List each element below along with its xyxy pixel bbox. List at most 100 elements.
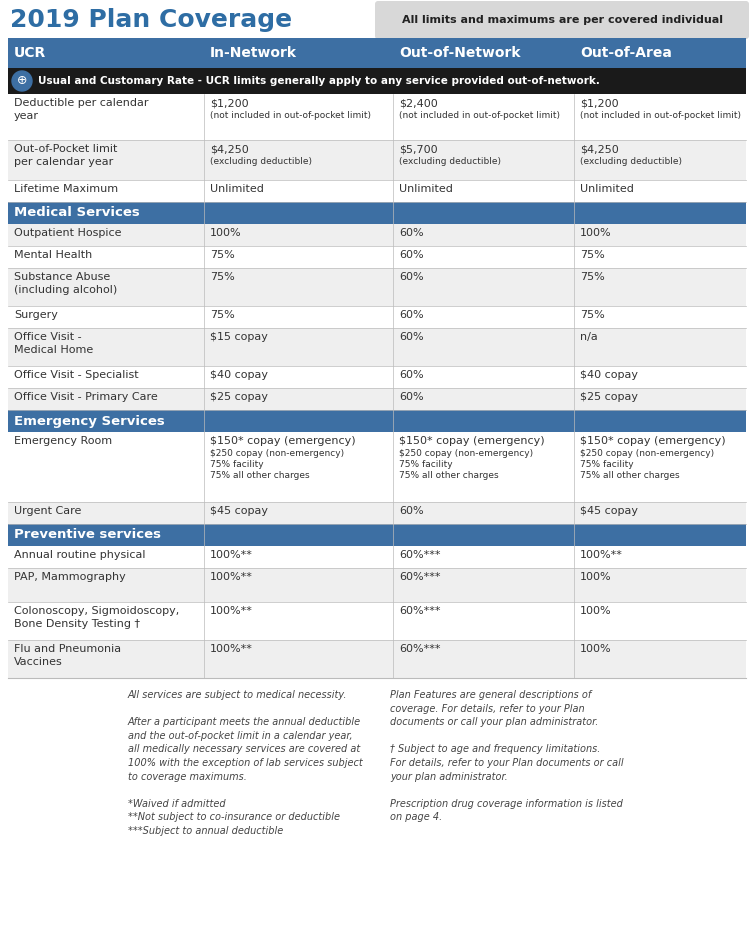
Text: (not included in out-of-pocket limit): (not included in out-of-pocket limit) [580, 111, 741, 120]
Text: 60%: 60% [399, 332, 424, 342]
Text: 75%: 75% [580, 250, 605, 260]
Bar [8, 502, 746, 524]
Text: 75%: 75% [210, 310, 234, 320]
Text: 60%: 60% [399, 310, 424, 320]
Text: 100%**: 100%** [210, 606, 253, 616]
Bar [8, 246, 746, 268]
Text: (excluding deductible): (excluding deductible) [580, 157, 682, 166]
Text: Surgery: Surgery [14, 310, 58, 320]
Text: Plan Features are general descriptions of
coverage. For details, refer to your P: Plan Features are general descriptions o… [390, 690, 624, 822]
Text: 60%: 60% [399, 250, 424, 260]
Text: Lifetime Maximum: Lifetime Maximum [14, 184, 118, 194]
Bar [8, 68, 746, 94]
Text: 75%: 75% [580, 310, 605, 320]
Text: UCR: UCR [14, 46, 46, 60]
Circle shape [12, 71, 32, 91]
Text: 60%: 60% [399, 272, 424, 282]
Text: 60%***: 60%*** [399, 550, 440, 560]
Text: 100%: 100% [580, 228, 611, 238]
Text: 60%: 60% [399, 506, 424, 516]
Text: Emergency Room: Emergency Room [14, 436, 112, 446]
Text: Office Visit - Primary Care: Office Visit - Primary Care [14, 392, 158, 402]
Bar [8, 38, 746, 68]
Text: $150* copay (emergency): $150* copay (emergency) [399, 436, 544, 446]
Text: Mental Health: Mental Health [14, 250, 92, 260]
Text: 75%: 75% [210, 250, 234, 260]
Text: $15 copay: $15 copay [210, 332, 268, 342]
Text: $250 copay (non-emergency)
75% facility
75% all other charges: $250 copay (non-emergency) 75% facility … [399, 449, 533, 480]
Bar [8, 202, 746, 224]
Text: $1,200: $1,200 [210, 98, 249, 108]
Text: (not included in out-of-pocket limit): (not included in out-of-pocket limit) [399, 111, 560, 120]
Text: 60%***: 60%*** [399, 644, 440, 654]
Text: PAP, Mammography: PAP, Mammography [14, 572, 126, 582]
Text: 60%: 60% [399, 228, 424, 238]
Bar [8, 306, 746, 328]
Bar [8, 366, 746, 388]
Bar [8, 388, 746, 410]
Text: Deductible per calendar
year: Deductible per calendar year [14, 98, 149, 121]
Bar [8, 524, 746, 546]
Text: 100%**: 100%** [210, 644, 253, 654]
Text: Office Visit - Specialist: Office Visit - Specialist [14, 370, 139, 380]
Bar [8, 224, 746, 246]
Text: $4,250: $4,250 [210, 144, 249, 154]
Text: n/a: n/a [580, 332, 598, 342]
Text: $4,250: $4,250 [580, 144, 619, 154]
Text: (excluding deductible): (excluding deductible) [399, 157, 501, 166]
Text: $250 copay (non-emergency)
75% facility
75% all other charges: $250 copay (non-emergency) 75% facility … [210, 449, 344, 480]
Text: ⊕: ⊕ [17, 74, 27, 88]
Text: 100%: 100% [580, 572, 611, 582]
Bar [8, 546, 746, 568]
Bar [8, 640, 746, 678]
Text: $25 copay: $25 copay [580, 392, 638, 402]
Bar [8, 94, 746, 140]
Text: Usual and Customary Rate - UCR limits generally apply to any service provided ou: Usual and Customary Rate - UCR limits ge… [38, 76, 600, 86]
Text: All services are subject to medical necessity.

After a participant meets the an: All services are subject to medical nece… [128, 690, 363, 836]
Text: $150* copay (emergency): $150* copay (emergency) [580, 436, 725, 446]
Text: $150* copay (emergency): $150* copay (emergency) [210, 436, 356, 446]
Bar [8, 568, 746, 602]
Text: Out-of-Network: Out-of-Network [399, 46, 520, 60]
Text: Office Visit -
Medical Home: Office Visit - Medical Home [14, 332, 93, 355]
Text: Preventive services: Preventive services [14, 528, 161, 542]
Bar [8, 328, 746, 366]
Text: Unlimited: Unlimited [580, 184, 634, 194]
Text: 100%: 100% [210, 228, 241, 238]
Text: All limits and maximums are per covered individual: All limits and maximums are per covered … [401, 15, 722, 25]
Text: $45 copay: $45 copay [580, 506, 638, 516]
Text: 75%: 75% [210, 272, 234, 282]
Text: 60%***: 60%*** [399, 572, 440, 582]
Text: 60%***: 60%*** [399, 606, 440, 616]
Text: 100%**: 100%** [210, 572, 253, 582]
Bar [8, 432, 746, 502]
Text: Unlimited: Unlimited [210, 184, 264, 194]
Text: $2,400: $2,400 [399, 98, 438, 108]
Text: $45 copay: $45 copay [210, 506, 268, 516]
Text: 75%: 75% [580, 272, 605, 282]
Text: In-Network: In-Network [210, 46, 297, 60]
Text: (excluding deductible): (excluding deductible) [210, 157, 312, 166]
Text: Out-of-Pocket limit
per calendar year: Out-of-Pocket limit per calendar year [14, 144, 118, 167]
Text: 60%: 60% [399, 392, 424, 402]
Text: $250 copay (non-emergency)
75% facility
75% all other charges: $250 copay (non-emergency) 75% facility … [580, 449, 714, 480]
Text: 100%**: 100%** [580, 550, 623, 560]
Text: $25 copay: $25 copay [210, 392, 268, 402]
Text: 60%: 60% [399, 370, 424, 380]
Text: $1,200: $1,200 [580, 98, 618, 108]
Text: Flu and Pneumonia
Vaccines: Flu and Pneumonia Vaccines [14, 644, 121, 667]
Text: Annual routine physical: Annual routine physical [14, 550, 146, 560]
Bar [8, 268, 746, 306]
Text: Outpatient Hospice: Outpatient Hospice [14, 228, 121, 238]
Text: (not included in out-of-pocket limit): (not included in out-of-pocket limit) [210, 111, 371, 120]
Text: Colonoscopy, Sigmoidoscopy,
Bone Density Testing †: Colonoscopy, Sigmoidoscopy, Bone Density… [14, 606, 179, 629]
Text: Urgent Care: Urgent Care [14, 506, 81, 516]
Bar [8, 140, 746, 180]
Text: 100%: 100% [580, 606, 611, 616]
Text: 100%**: 100%** [210, 550, 253, 560]
Text: $40 copay: $40 copay [210, 370, 268, 380]
Text: Substance Abuse
(including alcohol): Substance Abuse (including alcohol) [14, 272, 118, 295]
Bar [8, 180, 746, 202]
Bar [8, 410, 746, 432]
FancyBboxPatch shape [375, 1, 749, 39]
